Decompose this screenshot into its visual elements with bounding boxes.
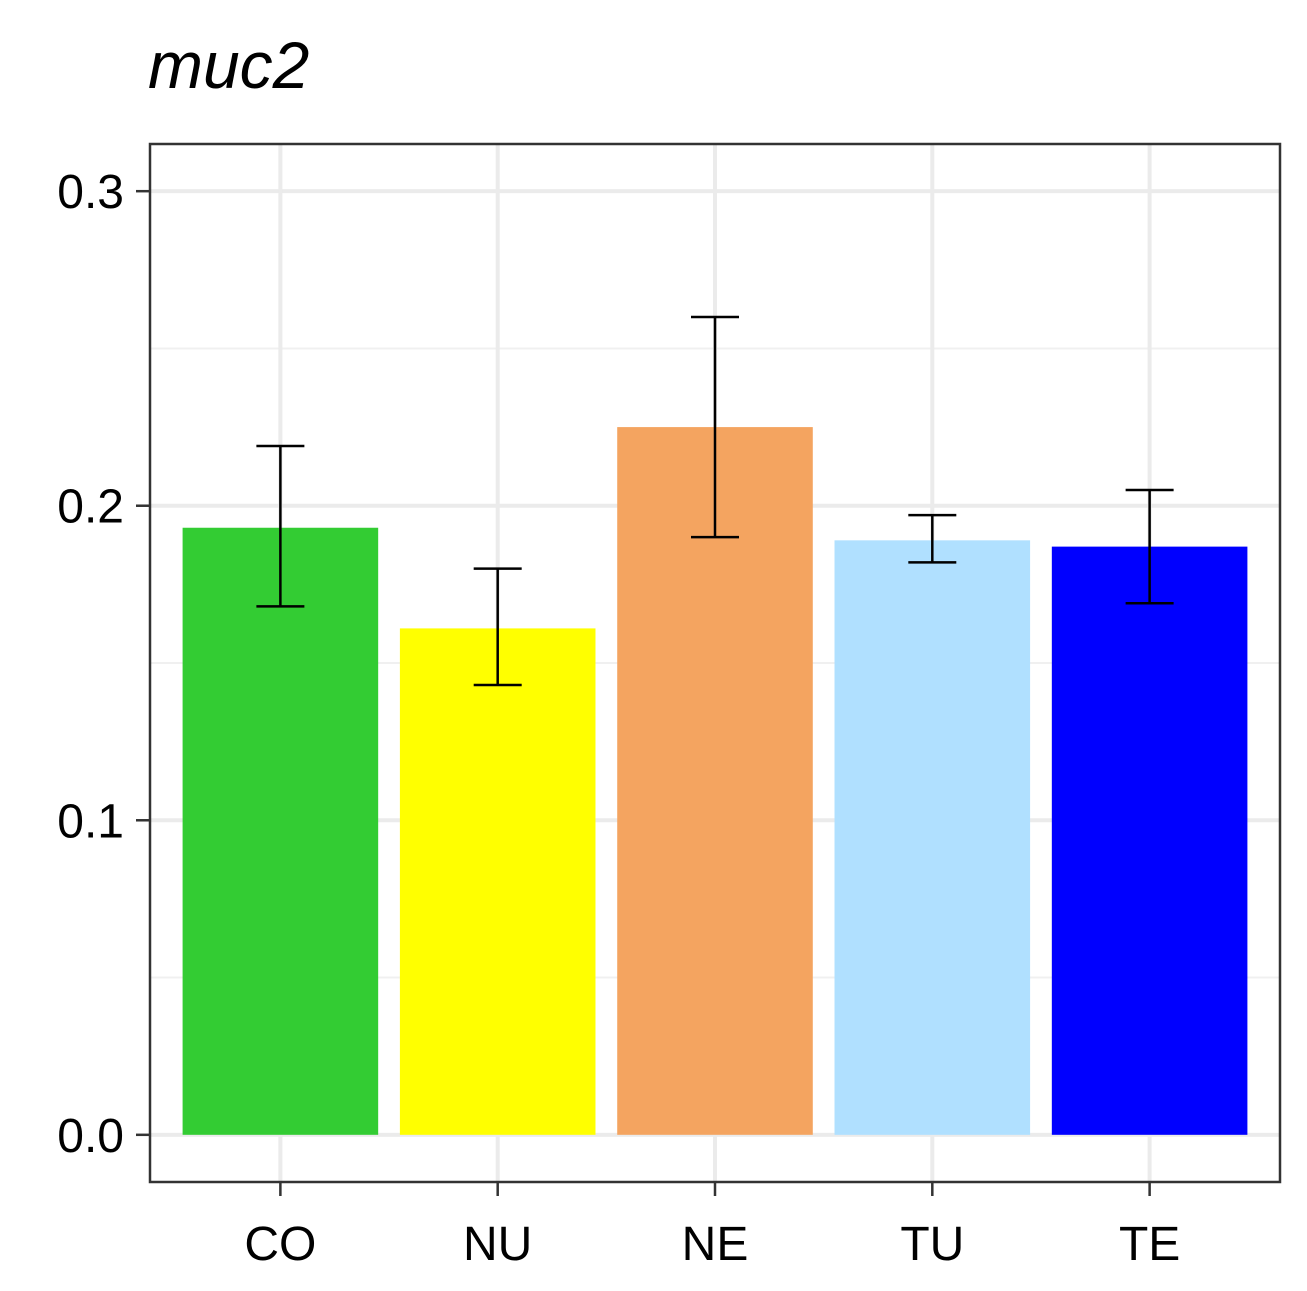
y-tick-label: 0.1 (57, 795, 124, 848)
x-tick-label-co: CO (244, 1218, 316, 1271)
bars-layer (182, 427, 1248, 1135)
y-tick-label: 0.2 (57, 481, 124, 534)
x-tick-label-nu: NU (463, 1218, 532, 1271)
error-bar-ne (691, 315, 739, 539)
error-bar-nu (473, 567, 522, 687)
y-tick-label: 0.0 (57, 1110, 124, 1163)
error-bars-layer (256, 315, 1174, 687)
bar-nu (399, 628, 596, 1135)
chart-title: muc2 (148, 28, 309, 102)
x-tick-label-te: TE (1119, 1218, 1180, 1271)
bar-tu (834, 540, 1031, 1135)
bar-co (182, 527, 379, 1135)
error-bar-tu (908, 513, 957, 564)
x-tick-label-ne: NE (682, 1218, 749, 1271)
error-bar-te (1125, 488, 1174, 605)
error-bar-co (256, 444, 305, 608)
bar-te (1051, 546, 1248, 1135)
bar-ne (617, 427, 813, 1135)
x-tick-label-tu: TU (900, 1218, 964, 1271)
axes-layer: 0.0 0.1 0.2 0.3 CO NU NE TU TE (57, 166, 1180, 1271)
y-tick-label: 0.3 (57, 166, 124, 219)
